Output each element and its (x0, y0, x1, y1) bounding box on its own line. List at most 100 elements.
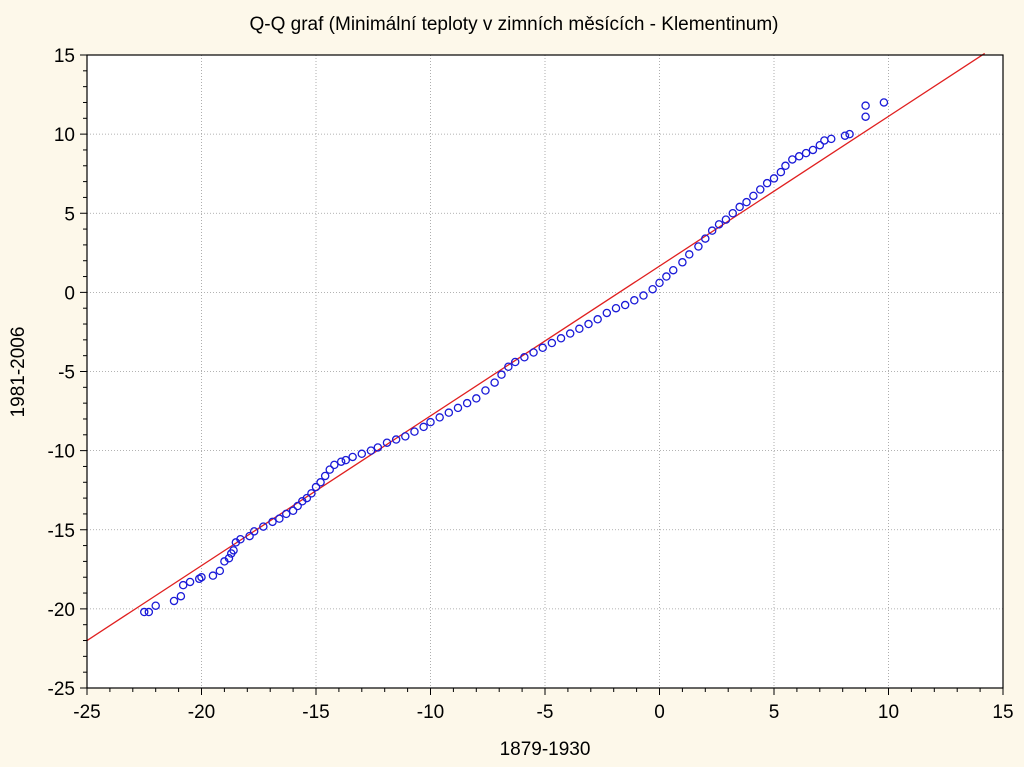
data-point (139, 607, 149, 617)
data-point (178, 580, 188, 590)
data-point (391, 435, 401, 444)
data-point (678, 258, 687, 267)
data-point (593, 315, 602, 324)
data-point (639, 291, 648, 300)
plot-border (86, 54, 1004, 689)
x-tick-label: 15 (992, 702, 1013, 723)
data-point (808, 145, 818, 155)
data-point (197, 572, 206, 582)
data-point (169, 596, 179, 606)
x-axis-title: 1879-1930 (500, 739, 591, 760)
data-point (879, 98, 889, 107)
data-point (176, 591, 186, 601)
data-point (714, 220, 724, 229)
x-tick-label: -5 (537, 702, 554, 723)
data-point (245, 531, 254, 541)
data-point (341, 455, 351, 465)
data-point (655, 278, 664, 288)
data-point (788, 155, 797, 164)
data-point (194, 574, 204, 584)
x-tick-label: 10 (878, 702, 899, 723)
data-point (215, 566, 225, 576)
data-point (224, 553, 234, 563)
data-point (348, 452, 357, 462)
data-point (756, 185, 765, 194)
data-point (249, 527, 259, 536)
plot-area: -25 -20 -15 -10 -5 0 5 10 15 -25 -20 -15 -10 -5 0 5 10 15 (48, 46, 1014, 723)
data-point (373, 443, 383, 452)
data-point (453, 403, 463, 413)
data-point (801, 148, 811, 158)
x-tick-label: -25 (73, 702, 100, 723)
x-tick-label: -10 (417, 702, 444, 723)
data-point (366, 446, 376, 455)
data-point (529, 348, 538, 357)
data-point (575, 324, 584, 334)
plot-background (87, 55, 1003, 688)
data-point (419, 422, 428, 432)
data-point (307, 489, 316, 498)
y-tick-label: 5 (64, 204, 75, 225)
data-point (490, 378, 499, 387)
data-point (293, 501, 302, 511)
y-axis-title: 1981-2006 (8, 327, 29, 418)
data-point (281, 509, 291, 519)
y-tick-label: -20 (48, 600, 75, 621)
data-point (749, 191, 758, 201)
data-point (497, 370, 506, 379)
y-tick-label: -25 (48, 679, 75, 700)
data-point (707, 226, 717, 235)
data-point (481, 386, 490, 395)
data-point (268, 517, 277, 527)
data-point (330, 460, 339, 470)
y-tick-label: 15 (54, 46, 75, 67)
data-point (735, 202, 744, 212)
data-point (861, 112, 870, 121)
data-point (701, 234, 710, 243)
data-point (316, 478, 325, 487)
data-point (462, 398, 472, 408)
data-point (827, 134, 836, 144)
chart-title: Q-Q graf (Minimální teploty v zimních mě… (250, 14, 779, 35)
data-point (510, 357, 520, 367)
x-tick-label: 5 (769, 702, 780, 723)
data-point (668, 265, 678, 275)
data-point (275, 514, 284, 523)
data-point (410, 427, 419, 436)
data-point (435, 413, 444, 422)
data-point (426, 417, 435, 427)
data-point (769, 174, 779, 183)
data-point (259, 522, 268, 531)
data-point (382, 438, 392, 447)
data-point (151, 601, 160, 610)
data-point (504, 362, 513, 372)
data-point (538, 343, 547, 353)
data-point (229, 546, 238, 555)
data-point (815, 140, 825, 150)
data-point (336, 457, 346, 466)
data-point (602, 308, 612, 318)
data-point (630, 296, 639, 305)
data-point (776, 167, 786, 177)
data-point (742, 197, 751, 207)
y-tick-label: 10 (54, 125, 75, 146)
data-point (781, 161, 790, 171)
data-point (144, 607, 154, 617)
data-point (685, 250, 694, 259)
x-tick-label: -20 (188, 702, 215, 723)
data-point (357, 449, 367, 459)
x-tick-label: -15 (302, 702, 329, 723)
y-tick-label: -10 (48, 442, 75, 463)
data-point (662, 272, 671, 281)
y-tick-label: -5 (58, 363, 75, 384)
data-point (845, 129, 854, 139)
data-point (236, 534, 245, 544)
reference-line (86, 52, 986, 642)
data-point (520, 353, 529, 362)
x-tick-label: 0 (654, 702, 665, 723)
data-point (794, 152, 804, 161)
data-point (320, 471, 330, 481)
data-point (565, 329, 575, 338)
data-point (840, 131, 850, 140)
data-point (302, 493, 312, 503)
